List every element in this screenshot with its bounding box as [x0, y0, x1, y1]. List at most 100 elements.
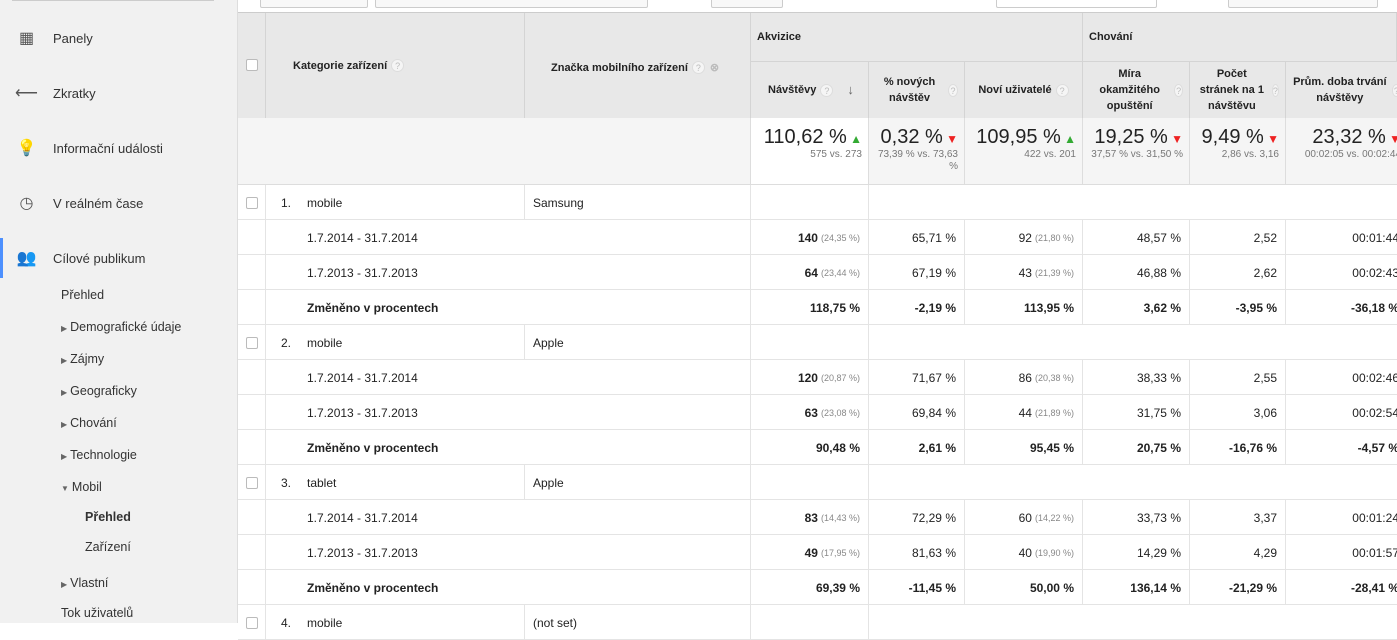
help-icon[interactable]: ?	[391, 59, 405, 72]
sidebar-subitem-label: Přehled	[61, 288, 105, 302]
metric-value: 44	[1018, 405, 1032, 420]
sidebar-item-0[interactable]: ▦ Panely	[0, 18, 238, 58]
help-icon[interactable]: ?	[1055, 83, 1069, 97]
metric-cell-v: 140 (24,35 %)	[751, 220, 869, 255]
metric-value: 86	[1018, 370, 1032, 385]
category-link[interactable]: tablet	[307, 475, 337, 490]
metric-value: 46,88 %	[1136, 265, 1181, 280]
sidebar-subitem-1[interactable]: ▶ Demografické údaje	[61, 320, 181, 334]
metric-cell-b: 48,57 %	[1083, 220, 1190, 255]
row-checkbox[interactable]	[245, 196, 258, 209]
sidebar-item-3[interactable]: ◷ V reálném čase	[0, 183, 238, 223]
header-metric-2[interactable]: Noví uživatelé?	[965, 62, 1083, 119]
category-link[interactable]: mobile	[307, 335, 343, 350]
sidebar-subitem-label: Chování	[70, 416, 117, 430]
metric-percent: (21,89 %)	[1034, 407, 1074, 418]
header-metric-4[interactable]: Počet stránek na 1 návštěvu?	[1190, 62, 1286, 119]
help-icon[interactable]: ?	[948, 83, 958, 97]
change-cell: 136,14 %	[1083, 570, 1190, 605]
sort-desc-icon[interactable]: ↓	[847, 82, 854, 97]
metric-cell-b: 46,88 %	[1083, 255, 1190, 290]
summary-metric-1: 0,32 % ▼ 73,39 % vs. 73,63 %	[869, 118, 965, 185]
toolbar-button[interactable]	[711, 0, 783, 8]
row-blank	[751, 465, 869, 500]
help-icon[interactable]: ?	[1391, 83, 1397, 97]
sidebar-subitem-8[interactable]: Zařízení	[85, 540, 131, 554]
help-icon[interactable]: ?	[691, 61, 705, 74]
change-cell: 20,75 %	[1083, 430, 1190, 465]
sidebar-subitem-2[interactable]: ▶ Zájmy	[61, 352, 104, 366]
lightbulb-icon: 💡	[16, 140, 37, 157]
change-cell: -11,45 %	[869, 570, 965, 605]
period-label: 1.7.2013 - 31.7.2013	[266, 395, 751, 430]
header-label: Počet stránek na 1 návštěvu	[1199, 68, 1264, 112]
metric-value: 43	[1018, 265, 1032, 280]
row-indent	[238, 255, 266, 290]
help-icon[interactable]: ?	[820, 83, 834, 97]
metric-value: 71,67 %	[911, 370, 956, 385]
summary-value: 110,62 %	[763, 126, 847, 148]
grid-icon: ▦	[18, 30, 35, 47]
row-checkbox-cell	[238, 325, 266, 360]
sidebar-subitem-0[interactable]: Přehled	[61, 288, 104, 302]
remove-dimension-icon[interactable]: ⊗	[709, 62, 720, 74]
table-row-group[interactable]: 1. mobile Samsung	[238, 185, 1397, 220]
brand-link[interactable]: Apple	[533, 475, 564, 490]
header-metric-3[interactable]: Míra okamžitého opuštění?	[1083, 62, 1190, 119]
change-cell: -21,29 %	[1190, 570, 1286, 605]
help-icon[interactable]: ?	[1271, 83, 1279, 97]
change-label: Změněno v procentech	[266, 430, 751, 465]
metric-cell-p: 4,29	[1190, 535, 1286, 570]
select-all-checkbox[interactable]	[245, 59, 258, 71]
search-input[interactable]	[996, 0, 1157, 8]
change-label: Změněno v procentech	[266, 570, 751, 605]
sidebar-item-2[interactable]: 💡 Informační události	[0, 128, 238, 168]
sidebar-subitem-6[interactable]: ▼ Mobil	[61, 480, 102, 494]
table-row-period: 1.7.2014 - 31.7.2014 140 (24,35 %) 65,71 % 9…	[238, 220, 1397, 255]
metric-value: 40	[1018, 545, 1032, 560]
header-brand[interactable]: Značka mobilního zařízení? ⊗	[525, 13, 751, 119]
help-icon[interactable]: ?	[1174, 83, 1183, 97]
header-metric-5[interactable]: Prům. doba trvání návštěvy?	[1286, 62, 1397, 119]
metric-percent: (21,39 %)	[1034, 267, 1074, 278]
view-toggle-buttons[interactable]	[1228, 0, 1378, 8]
sidebar-subitem-10[interactable]: Tok uživatelů	[61, 606, 133, 620]
sidebar-subitem-7[interactable]: Přehled	[85, 510, 131, 524]
expand-triangle-icon: ▶	[61, 388, 68, 397]
table-row-period: 1.7.2013 - 31.7.2013 63 (23,08 %) 69,84 % 44…	[238, 395, 1397, 430]
category-link[interactable]: mobile	[307, 195, 343, 210]
sidebar-item-1[interactable]: ⟵ Zkratky	[0, 73, 238, 113]
change-cell: 95,45 %	[965, 430, 1083, 465]
brand-link[interactable]: Apple	[533, 335, 564, 350]
sidebar-subitem-label: Přehled	[85, 510, 131, 524]
row-checkbox-cell	[238, 465, 266, 500]
sidebar-subitem-4[interactable]: ▶ Chování	[61, 416, 117, 430]
row-category: 2. mobile	[266, 325, 525, 360]
metric-value: 72,29 %	[911, 510, 956, 525]
header-metric-1[interactable]: % nových návštěv?	[869, 62, 965, 119]
table-row-group[interactable]: 2. mobile Apple	[238, 325, 1397, 360]
row-blank	[751, 185, 869, 220]
sidebar-subitem-3[interactable]: ▶ Geograficky	[61, 384, 137, 398]
row-checkbox[interactable]	[245, 476, 258, 489]
metric-value: 120	[797, 370, 818, 385]
toolbar-input[interactable]	[375, 0, 648, 8]
sidebar-subitem-5[interactable]: ▶ Technologie	[61, 448, 137, 462]
row-checkbox[interactable]	[245, 336, 258, 349]
metric-cell-u: 40 (19,90 %)	[965, 535, 1083, 570]
toolbar-button[interactable]	[260, 0, 368, 8]
brand-link[interactable]: Samsung	[533, 195, 584, 210]
table-row-group[interactable]: 3. tablet Apple	[238, 465, 1397, 500]
sidebar-subitem-label: Vlastní	[70, 576, 109, 590]
summary-metric-2: 109,95 % ▲ 422 vs. 201	[965, 118, 1083, 185]
metric-cell-d: 00:01:24	[1286, 500, 1397, 535]
arrow-down-icon: ▼	[942, 132, 958, 146]
header-category[interactable]: Kategorie zařízení?	[266, 13, 525, 119]
change-cell: 2,61 %	[869, 430, 965, 465]
header-metric-0[interactable]: Návštěvy? ↓	[751, 62, 869, 119]
sidebar-subitem-label: Zařízení	[85, 540, 131, 554]
metric-value: 140	[797, 230, 818, 245]
row-indent	[238, 430, 266, 465]
sidebar-item-4[interactable]: 👥 Cílové publikum	[0, 238, 238, 278]
sidebar-subitem-9[interactable]: ▶ Vlastní	[61, 576, 108, 590]
